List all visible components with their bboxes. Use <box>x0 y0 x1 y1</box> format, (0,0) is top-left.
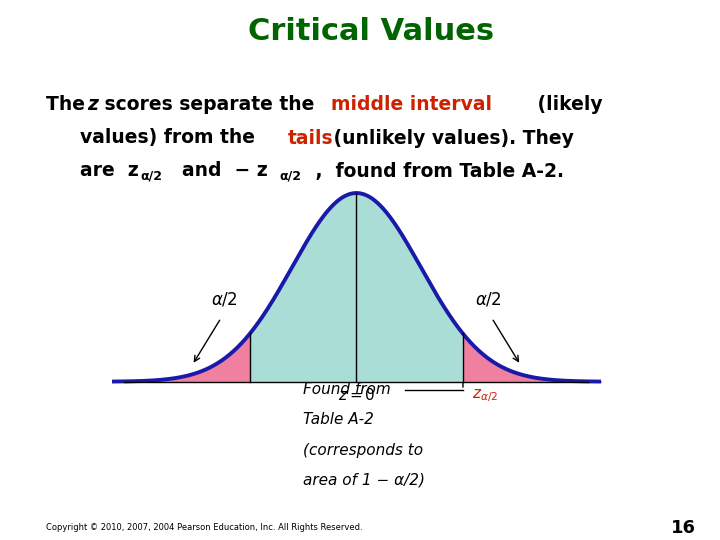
Text: area of 1 − α/2): area of 1 − α/2) <box>303 472 425 488</box>
Text: (unlikely values). They: (unlikely values). They <box>327 129 574 147</box>
Text: Found from: Found from <box>303 382 391 397</box>
Text: Table A-2: Table A-2 <box>303 413 374 428</box>
Text: $z = 0$: $z = 0$ <box>338 387 375 403</box>
Text: ,  found from Table A-2.: , found from Table A-2. <box>309 161 564 180</box>
Text: middle interval: middle interval <box>331 96 492 114</box>
Text: Copyright © 2010, 2007, 2004 Pearson Education, Inc. All Rights Reserved.: Copyright © 2010, 2007, 2004 Pearson Edu… <box>46 523 362 532</box>
Text: (corresponds to: (corresponds to <box>303 442 423 457</box>
Text: values) from the: values) from the <box>80 129 261 147</box>
Text: tails: tails <box>287 129 333 147</box>
Text: $\alpha/2$: $\alpha/2$ <box>475 291 502 308</box>
Text: 16: 16 <box>671 519 696 537</box>
Text: scores separate the: scores separate the <box>98 96 321 114</box>
Text: $z_{\alpha/2}$: $z_{\alpha/2}$ <box>472 387 498 404</box>
Text: $\alpha/2$: $\alpha/2$ <box>211 291 238 308</box>
Text: are  z: are z <box>80 161 138 180</box>
Text: The: The <box>46 96 91 114</box>
Text: (likely: (likely <box>531 96 603 114</box>
Text: and  − z: and − z <box>169 161 268 180</box>
Text: α/2: α/2 <box>140 170 162 183</box>
Text: z: z <box>88 96 99 114</box>
Text: Critical Values: Critical Values <box>248 17 494 46</box>
Text: α/2: α/2 <box>279 170 302 183</box>
